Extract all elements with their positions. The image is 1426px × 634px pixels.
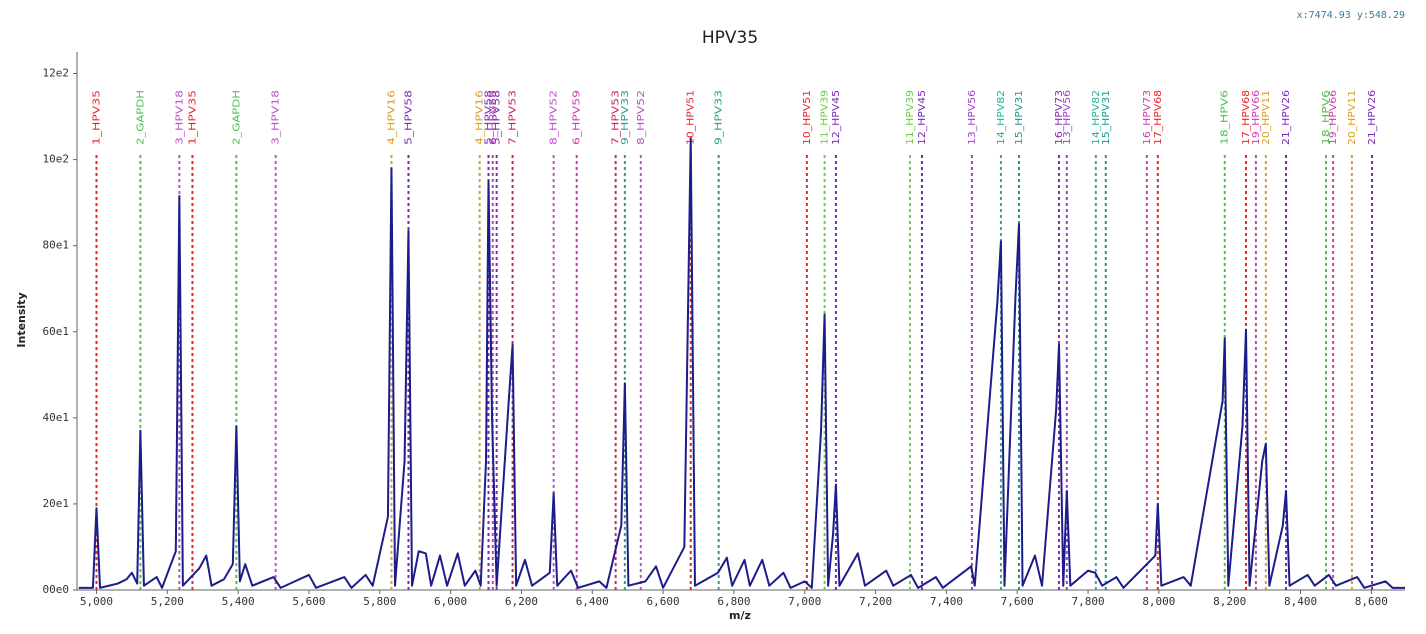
- marker-label: 6_HPV59: [572, 90, 583, 145]
- marker-label: 16_HPV73: [1142, 90, 1153, 145]
- x-tick-label: 6,600: [647, 595, 680, 608]
- marker-label: 1_HPV35: [91, 90, 102, 145]
- x-tick-label: 7,600: [1001, 595, 1034, 608]
- chart-title: HPV35: [702, 28, 758, 48]
- marker-label: 10_HPV51: [802, 90, 813, 145]
- marker-label: 14_HPV82: [1091, 90, 1102, 145]
- spectrum-line: [78, 137, 1405, 589]
- x-tick-label: 7,800: [1071, 595, 1104, 608]
- x-tick-label: 7,000: [788, 595, 821, 608]
- marker-label: 7_HPV53: [508, 90, 519, 145]
- marker-label: 9_HPV33: [620, 90, 631, 145]
- marker-label: 17_HPV68: [1153, 90, 1164, 145]
- marker-label: 14_HPV82: [996, 90, 1007, 145]
- x-axis-label: m/z: [729, 609, 751, 622]
- marker-label: 17_HPV68: [1241, 90, 1252, 145]
- x-tick-label: 8,200: [1213, 595, 1246, 608]
- x-tick-label: 6,400: [576, 595, 609, 608]
- marker-label: 10_HPV51: [686, 90, 697, 145]
- x-tick-label: 7,400: [930, 595, 963, 608]
- marker-label: 2_GAPDH: [135, 90, 146, 145]
- marker-label: 4_HPV16: [475, 90, 486, 145]
- marker-label: 13_HPV56: [967, 90, 978, 145]
- y-axis-label: Intensity: [15, 292, 28, 347]
- x-tick-label: 6,200: [505, 595, 538, 608]
- marker-label: 21_HPV26: [1281, 90, 1292, 145]
- marker-label: 21_HPV26: [1367, 90, 1378, 145]
- marker-label: 11_HPV39: [820, 90, 831, 145]
- marker-label: 16_HPV73: [1054, 90, 1065, 145]
- marker-label: 12_HPV45: [917, 90, 928, 145]
- marker-label: 8_HPV52: [636, 90, 647, 145]
- marker-label: 1_HPV35: [187, 90, 198, 145]
- marker-label: 18_HPV6: [1220, 90, 1231, 145]
- marker-label: 6_HPV59: [488, 90, 499, 145]
- x-tick-label: 5,400: [222, 595, 255, 608]
- marker-label: 20_HPV11: [1347, 90, 1358, 145]
- marker-label: 12_HPV45: [831, 90, 842, 145]
- marker-label: 19_HPV66: [1328, 90, 1339, 145]
- marker-label: 7_HPV53: [611, 90, 622, 145]
- x-tick-label: 8,600: [1355, 595, 1388, 608]
- x-tick-label: 8,400: [1284, 595, 1317, 608]
- y-tick-label: 12e2: [43, 67, 70, 80]
- y-tick-label: 80e1: [43, 239, 70, 252]
- marker-label: 15_HPV31: [1014, 90, 1025, 145]
- marker-label: 19_HPV66: [1251, 90, 1262, 145]
- marker-label: 4_HPV16: [386, 90, 397, 145]
- marker-label: 3_HPV18: [174, 90, 185, 145]
- x-tick-label: 7,200: [859, 595, 892, 608]
- marker-label: 9_HPV33: [714, 90, 725, 145]
- marker-label: 18_HPV6: [1321, 90, 1332, 145]
- marker-label: 5_HPV58: [403, 90, 414, 145]
- y-tick-label: 10e2: [43, 153, 70, 166]
- marker-label: 8_HPV52: [549, 90, 560, 145]
- x-tick-label: 5,800: [363, 595, 396, 608]
- y-tick-label: 20e1: [43, 497, 70, 510]
- marker-label: 5_HPV58: [492, 90, 503, 145]
- x-tick-label: 8,000: [1142, 595, 1175, 608]
- marker-label: 3_HPV18: [271, 90, 282, 145]
- y-tick-label: 00e0: [43, 583, 70, 596]
- marker-label: 13_HPV56: [1062, 90, 1073, 145]
- x-tick-label: 5,000: [80, 595, 113, 608]
- x-tick-label: 6,800: [717, 595, 750, 608]
- x-tick-label: 6,000: [434, 595, 467, 608]
- marker-label: 11_HPV39: [905, 90, 916, 145]
- x-tick-label: 5,600: [292, 595, 325, 608]
- marker-label: 20_HPV11: [1261, 90, 1272, 145]
- marker-label: 2_GAPDH: [231, 90, 242, 145]
- marker-label: 5_HPV58: [484, 90, 495, 145]
- y-tick-label: 60e1: [43, 325, 70, 338]
- marker-label: 15_HPV31: [1101, 90, 1112, 145]
- cursor-coordinates: x:7474.93 y:548.29: [1297, 10, 1405, 21]
- y-tick-label: 40e1: [43, 411, 70, 424]
- x-tick-label: 5,200: [151, 595, 184, 608]
